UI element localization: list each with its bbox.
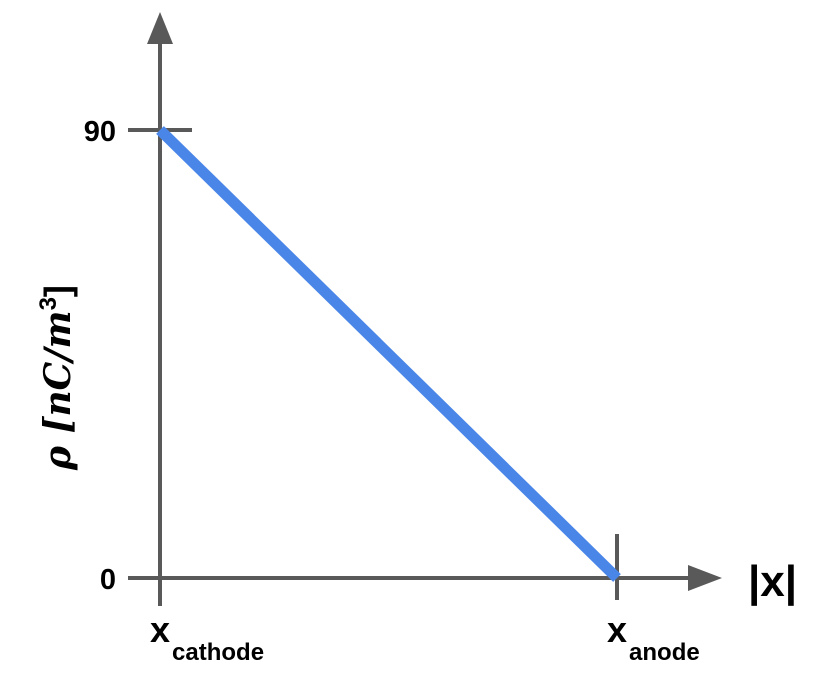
x-tick-label-subscript: cathode: [172, 639, 264, 666]
y-axis-arrowhead: [147, 12, 173, 44]
y-axis-label-text: ρ [nC/m: [37, 310, 79, 471]
y-axis-label-suffix: ]: [37, 285, 78, 297]
x-tick-label-main: x: [150, 609, 170, 650]
y-tick-label: 0: [100, 564, 116, 596]
x-tick-label: xcathode: [150, 609, 264, 666]
x-tick-label: xanode: [607, 609, 700, 666]
x-axis-label: |x|: [748, 557, 797, 607]
y-tick-label: 90: [84, 116, 116, 148]
series-group: [156, 126, 621, 582]
x-axis-arrowhead: [688, 565, 722, 591]
y-axis-label: ρ [nC/m3]: [35, 285, 79, 471]
x-tick-label-main: x: [607, 609, 627, 650]
y-axis-label-superscript: 3: [35, 297, 62, 310]
series-line: [156, 126, 621, 582]
tick-marks: [128, 128, 619, 600]
x-tick-label-subscript: anode: [629, 639, 700, 666]
